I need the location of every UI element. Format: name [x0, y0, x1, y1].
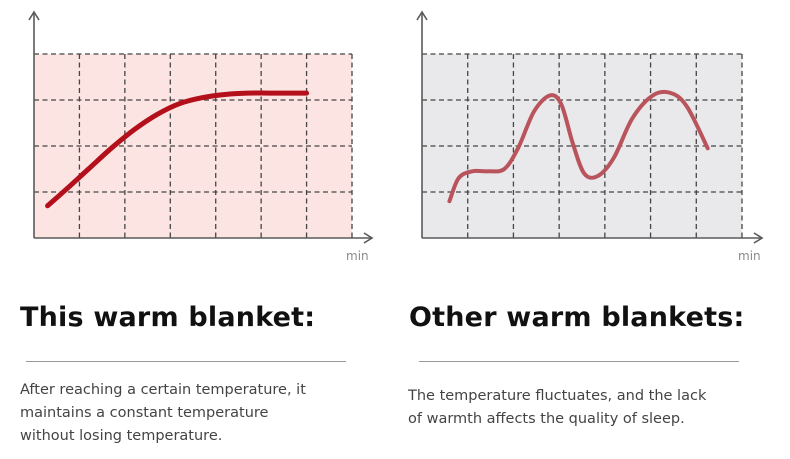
left-description-line: maintains a constant temperature	[20, 405, 269, 421]
left-heading: This warm blanket:	[20, 302, 316, 333]
right-temperature-line	[447, 89, 710, 204]
right-y-axis-arrow	[416, 10, 428, 21]
left-description-line: without losing temperature.	[20, 428, 223, 444]
right-description: The temperature fluctuates, and the lack…	[408, 385, 706, 431]
left-temperature-chart	[28, 10, 374, 244]
right-divider	[419, 361, 739, 362]
right-temperature-chart	[416, 10, 764, 244]
right-description-line: of warmth affects the quality of sleep.	[408, 411, 685, 427]
right-description-line: The temperature fluctuates, and the lack	[408, 388, 707, 404]
right-x-axis-arrow	[753, 232, 764, 244]
left-temperature-line	[45, 90, 310, 209]
left-divider	[26, 361, 346, 362]
left-description-line: After reaching a certain temperature, it	[20, 382, 306, 398]
right-x-axis-label: min	[738, 249, 761, 263]
left-x-axis-label: min	[346, 249, 369, 263]
left-y-axis-arrow	[28, 10, 40, 21]
left-x-axis-arrow	[363, 232, 374, 244]
right-heading: Other warm blankets:	[409, 302, 745, 333]
left-description: After reaching a certain temperature, it…	[20, 379, 306, 448]
